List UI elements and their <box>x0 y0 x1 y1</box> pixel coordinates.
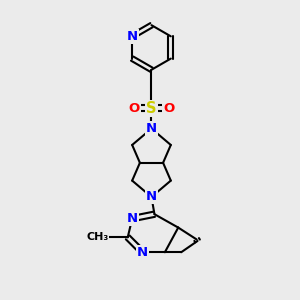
Text: N: N <box>127 30 138 43</box>
Text: N: N <box>146 122 157 135</box>
Text: N: N <box>127 212 138 225</box>
Text: O: O <box>129 102 140 115</box>
Text: S: S <box>146 101 157 116</box>
Text: CH₃: CH₃ <box>86 232 108 242</box>
Text: O: O <box>163 102 174 115</box>
Text: N: N <box>146 190 157 203</box>
Text: N: N <box>137 246 148 259</box>
